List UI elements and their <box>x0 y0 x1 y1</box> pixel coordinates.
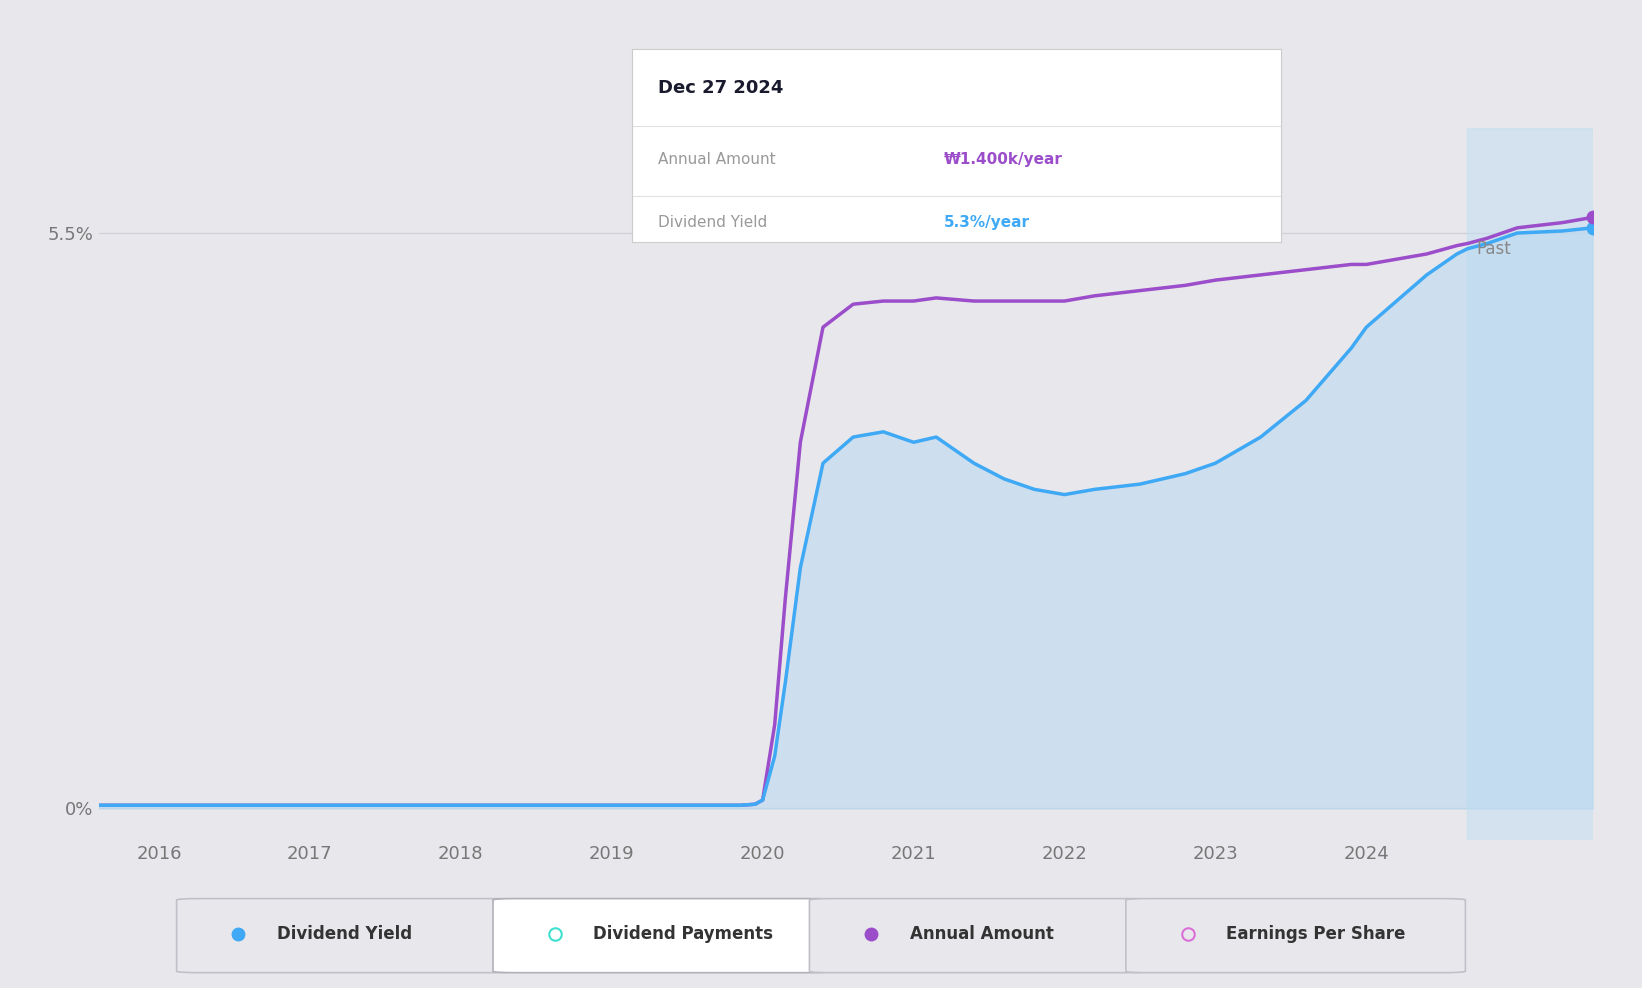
FancyBboxPatch shape <box>1126 899 1465 972</box>
Bar <box>1468 128 1593 840</box>
Text: Annual Amount: Annual Amount <box>658 152 775 167</box>
FancyBboxPatch shape <box>177 899 516 972</box>
Text: 5.3%/year: 5.3%/year <box>944 215 1030 230</box>
Text: Earnings Per Share: Earnings Per Share <box>1227 925 1406 943</box>
Text: Annual Amount: Annual Amount <box>910 925 1054 943</box>
FancyBboxPatch shape <box>493 899 832 972</box>
Text: Dividend Yield: Dividend Yield <box>658 215 767 230</box>
Text: Dec 27 2024: Dec 27 2024 <box>658 79 783 97</box>
Text: Past: Past <box>1476 240 1511 258</box>
Text: Dividend Payments: Dividend Payments <box>593 925 773 943</box>
Text: Dividend Yield: Dividend Yield <box>277 925 412 943</box>
FancyBboxPatch shape <box>810 899 1149 972</box>
Text: ₩1.400k/year: ₩1.400k/year <box>944 152 1062 167</box>
